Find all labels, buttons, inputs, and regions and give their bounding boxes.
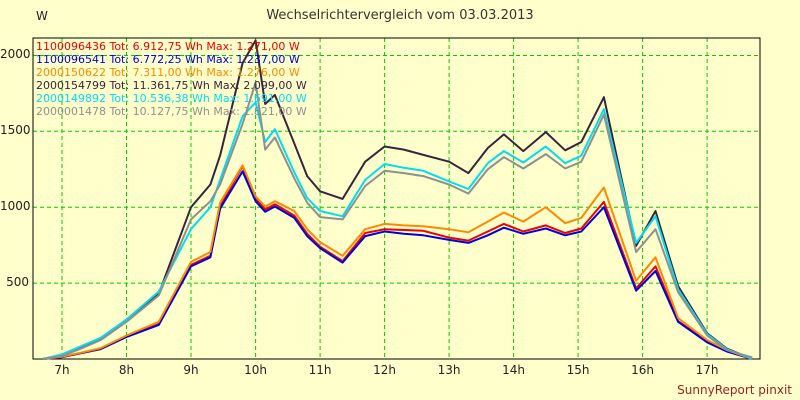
- x-tick-label: 15h: [566, 363, 590, 377]
- legend-row-2000001478: 2000001478 Tot: 10.127,75 Wh Max: 1.821,…: [36, 105, 307, 118]
- x-tick-label: 9h: [183, 363, 199, 377]
- y-tick-label: 500: [6, 275, 29, 290]
- series-line-1100096436: [42, 165, 753, 360]
- series-line-2000150622: [42, 164, 753, 360]
- series-line-1100096541: [42, 170, 753, 360]
- series-line-2000001478: [42, 81, 753, 360]
- x-tick-label: 8h: [118, 363, 135, 377]
- legend-row-1100096541: 1100096541 Tot: 6.772,25 Wh Max: 1.237,0…: [36, 53, 300, 66]
- y-axis-unit: W: [36, 9, 48, 23]
- plot-border: [32, 37, 761, 360]
- x-tick-label: 14h: [502, 363, 526, 377]
- watermark: SunnyReport pinxit: [677, 383, 792, 397]
- legend-row-1100096436: 1100096436 Tot: 6.912,75 Wh Max: 1.271,0…: [36, 40, 300, 53]
- legend: 1100096436 Tot: 6.912,75 Wh Max: 1.271,0…: [36, 40, 307, 118]
- x-tick-label: 10h: [244, 363, 267, 377]
- series-line-2000154799: [42, 39, 753, 360]
- series-line-2000149892: [42, 101, 753, 360]
- x-tick-label: 7h: [54, 363, 70, 377]
- y-tick-label: 2000: [0, 47, 31, 62]
- legend-row-2000149892: 2000149892 Tot: 10.536,38 Wh Max: 1.691,…: [36, 92, 307, 105]
- x-tick-label: 16h: [631, 363, 655, 377]
- legend-row-2000154799: 2000154799 Tot: 11.361,75 Wh Max: 2.099,…: [36, 79, 307, 92]
- x-tick-label: 13h: [437, 363, 461, 377]
- x-tick-label: 11h: [308, 363, 332, 377]
- x-tick-label: 12h: [373, 363, 396, 377]
- x-tick-label: 17h: [695, 363, 719, 377]
- legend-row-2000150622: 2000150622 Tot: 7.311,00 Wh Max: 1.276,0…: [36, 66, 300, 79]
- y-tick-label: 1500: [0, 123, 31, 138]
- chart-title: Wechselrichtervergleich vom 03.03.2013: [266, 8, 534, 23]
- y-tick-label: 1000: [0, 199, 31, 214]
